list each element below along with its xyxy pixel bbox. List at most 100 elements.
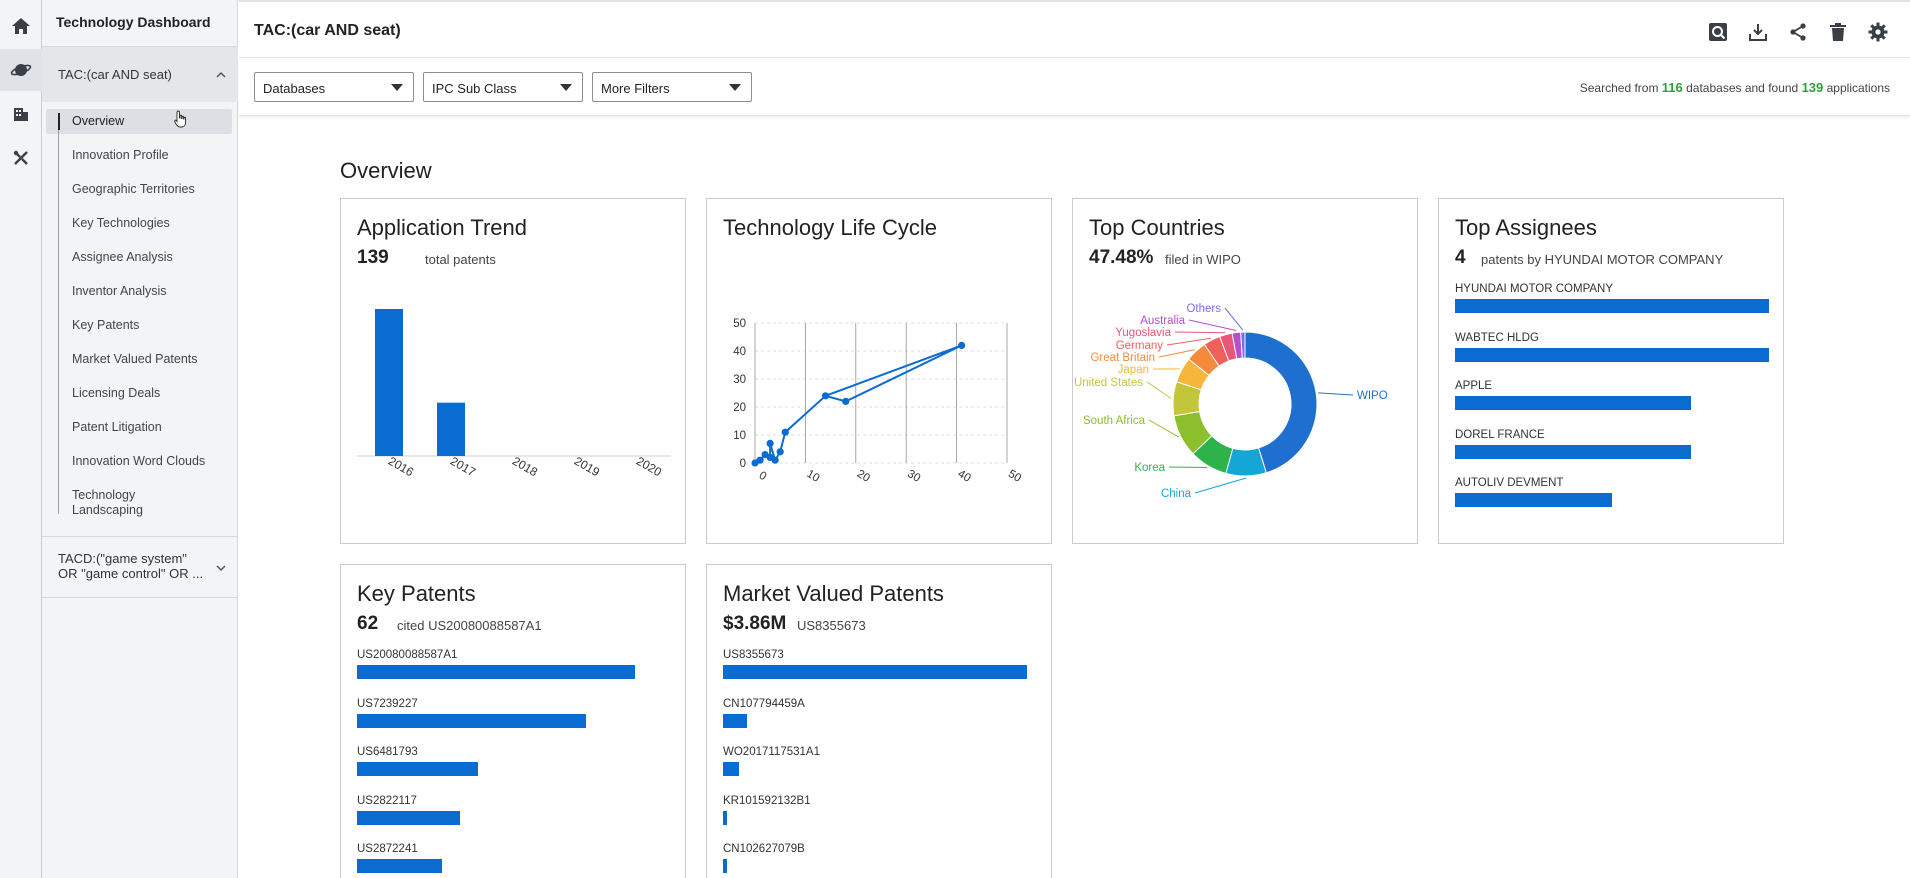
sidebar-item-patent-litigation[interactable]: Patent Litigation: [72, 420, 162, 434]
caret-down-icon: [560, 84, 572, 91]
sidebar-item-key-patents[interactable]: Key Patents: [72, 318, 140, 332]
top-countries-card[interactable]: Top Countries 47.48% filed in WIPO WIPO C…: [1072, 198, 1418, 544]
card-title: Top Countries: [1089, 215, 1225, 240]
tick-label: 2018: [510, 454, 540, 480]
x-tick-label: 40: [956, 468, 973, 485]
planet-rail-button[interactable]: [0, 49, 42, 91]
share-icon: [1790, 23, 1806, 41]
bar-label: HYUNDAI MOTOR COMPANY: [1455, 283, 1614, 295]
sidebar-item-market-valued-patents[interactable]: Market Valued Patents: [72, 352, 198, 366]
hand-cursor-icon: [174, 110, 187, 128]
technology-life-cycle-card[interactable]: Technology Life Cycle 0 10 20 30 40 50 0 10 20 30…: [706, 198, 1052, 544]
sidebar-item-licensing-deals[interactable]: Licensing Deals: [72, 386, 161, 400]
x-tick-label: 30: [905, 468, 922, 485]
tick-label: 2017: [448, 454, 478, 480]
slice-label: United States: [1074, 377, 1143, 389]
y-tick-label: 20: [733, 402, 746, 414]
chevron-down-icon[interactable]: [214, 561, 228, 575]
sidebar-item-technology-landscaping[interactable]: Technology Landscaping: [72, 488, 143, 517]
databases-dropdown[interactable]: Databases: [254, 72, 414, 102]
chevron-up-icon[interactable]: [214, 68, 228, 82]
download-button[interactable]: [1747, 21, 1769, 43]
data-point: [776, 448, 784, 456]
application-trend-card[interactable]: Application Trend 139 total patents 2016…: [340, 198, 686, 544]
sidebar-item-key-technologies[interactable]: Key Technologies: [72, 216, 170, 230]
tick-label: 2019: [572, 454, 602, 480]
card-subtitle: patents by HYUNDAI MOTOR COMPANY: [1481, 252, 1724, 267]
building-rail-button[interactable]: [0, 93, 42, 135]
sidebar: Technology Dashboard TAC:(car AND seat) …: [42, 0, 238, 878]
search-report-button[interactable]: [1707, 21, 1729, 43]
sidebar-item-inventor-analysis[interactable]: Inventor Analysis: [72, 284, 167, 298]
label-leader: [1168, 466, 1208, 468]
bar: [1455, 493, 1612, 507]
key-patents-card[interactable]: Key Patents 62 cited US20080088587A1 US2…: [340, 564, 686, 878]
planet-icon: [10, 64, 32, 76]
tick-label: 2016: [386, 454, 416, 480]
market-valued-patents-card[interactable]: Market Valued Patents $3.86M US8355673 U…: [706, 564, 1052, 878]
sidebar-section-car-seat[interactable]: TAC:(car AND seat): [42, 46, 238, 102]
sidebar-item-overview[interactable]: Overview: [72, 114, 125, 128]
bar: [1455, 396, 1691, 410]
y-tick-label: 50: [733, 318, 746, 330]
search-report-icon: [1709, 23, 1727, 41]
sidebar-section-game-system[interactable]: TACD:("game system" OR "game control" OR…: [42, 536, 238, 598]
donut-slice: [1244, 331, 1318, 474]
more-filters-dropdown[interactable]: More Filters: [592, 72, 752, 102]
filter-bar: Databases IPC Sub Class More Filters Sea…: [239, 58, 1910, 116]
bar-label: US20080088587A1: [357, 649, 458, 661]
label-leader: [1188, 319, 1237, 331]
card-subtitle: cited US20080088587A1: [397, 618, 542, 633]
sidebar-item-innovation-word-clouds[interactable]: Innovation Word Clouds: [72, 454, 206, 468]
slice-label: Japan: [1118, 364, 1149, 376]
label-leader: [1166, 337, 1211, 346]
x-tick-label: 50: [1006, 468, 1023, 485]
bar-label: CN107794459A: [723, 697, 805, 710]
bar-label: DOREL FRANCE: [1455, 428, 1545, 441]
slice-label: China: [1161, 488, 1192, 500]
bar: [723, 810, 727, 825]
share-button[interactable]: [1787, 21, 1809, 43]
label-leader: [1148, 419, 1180, 438]
bar: [1455, 347, 1769, 362]
page-title: TAC:(car AND seat): [254, 22, 401, 39]
home-rail-button[interactable]: [0, 5, 42, 47]
search-summary: Searched from 116 databases and found 13…: [1580, 80, 1890, 95]
y-tick-label: 10: [733, 430, 746, 442]
slice-label: Great Britain: [1090, 352, 1155, 364]
sidebar-item-geographic-territories[interactable]: Geographic Territories: [72, 182, 195, 196]
data-point: [766, 439, 774, 447]
sidebar-item-innovation-profile[interactable]: Innovation Profile: [72, 148, 169, 162]
caret-down-icon: [391, 84, 403, 91]
application-count: 139: [1801, 80, 1824, 95]
card-stat: 4: [1455, 247, 1466, 268]
bar-label: AUTOLIV DEVMENT: [1455, 477, 1564, 489]
ipc-subclass-dropdown[interactable]: IPC Sub Class: [423, 72, 583, 102]
download-icon: [1749, 24, 1767, 41]
series-line: [754, 344, 963, 464]
slice-label: Others: [1186, 303, 1221, 315]
card-stat: $3.86M: [723, 613, 787, 634]
bar: [723, 665, 1027, 679]
bar: [437, 402, 465, 456]
sidebar-section-label: TAC:(car AND seat): [58, 67, 172, 82]
sidebar-item-assignee-analysis[interactable]: Assignee Analysis: [72, 250, 173, 264]
slice-label: South Africa: [1083, 415, 1146, 427]
card-title: Application Trend: [357, 215, 527, 240]
label-leader: [1174, 331, 1226, 334]
x-tick-label: 10: [804, 468, 821, 485]
bar: [357, 665, 635, 679]
label-leader: [1318, 392, 1354, 396]
sidebar-section-label: TACD:("game system" OR "game control" OR…: [58, 551, 204, 581]
bar: [723, 859, 727, 873]
data-point: [842, 397, 850, 405]
tools-rail-button[interactable]: [0, 137, 42, 179]
delete-button[interactable]: [1827, 21, 1849, 43]
settings-button[interactable]: [1867, 21, 1889, 43]
top-assignees-card[interactable]: Top Assignees 4 patents by HYUNDAI MOTOR…: [1438, 198, 1784, 544]
dropdown-label: More Filters: [601, 81, 670, 96]
icon-rail: [0, 0, 42, 878]
card-title: Market Valued Patents: [723, 581, 944, 606]
data-point: [756, 456, 764, 464]
